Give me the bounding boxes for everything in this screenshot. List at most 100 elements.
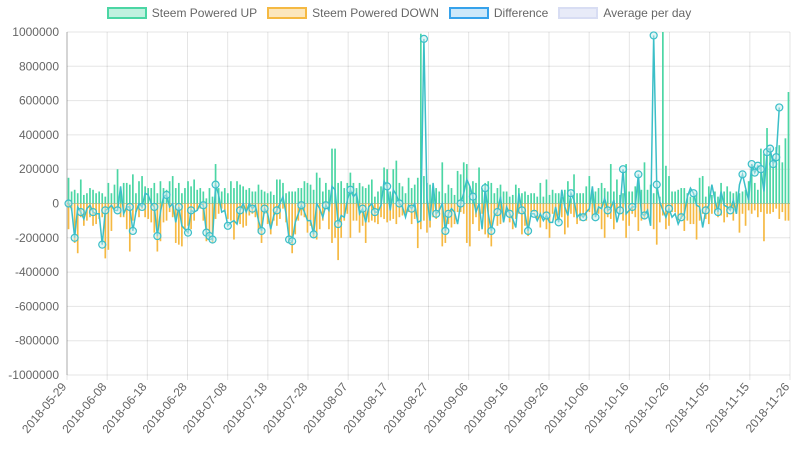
point-difference	[211, 180, 220, 189]
bar-steem-powered-down	[165, 203, 168, 221]
bar-steem-powered-up	[190, 186, 192, 204]
bar-steem-powered-down	[634, 203, 637, 218]
bar-steem-powered-down	[309, 203, 312, 226]
bar-steem-powered-down	[214, 203, 217, 219]
bar-steem-powered-up	[625, 164, 627, 204]
point-difference	[765, 144, 775, 153]
bar-steem-powered-down	[582, 203, 585, 216]
bar-steem-powered-down	[778, 203, 781, 219]
bar-steem-powered-down	[527, 203, 529, 237]
bar-steem-powered-down	[177, 203, 180, 245]
bar-steem-powered-down	[481, 203, 483, 214]
bar-steem-powered-up	[711, 194, 713, 204]
point-difference	[162, 190, 171, 200]
bar-steem-powered-up	[122, 182, 125, 204]
point-difference	[272, 206, 281, 215]
bar-steem-powered-up	[683, 188, 686, 204]
bar-steem-powered-up	[753, 182, 756, 204]
point-difference	[76, 207, 85, 217]
bar-steem-powered-up	[294, 191, 297, 204]
bar-steem-powered-down	[472, 203, 474, 225]
point-difference	[756, 165, 765, 174]
bar-steem-powered-up	[487, 181, 490, 204]
bar-steem-powered-up	[67, 177, 70, 204]
legend-item-difference[interactable]: Difference	[448, 6, 548, 20]
point-difference	[664, 204, 674, 213]
bar-steem-powered-up	[86, 193, 88, 204]
bar-steem-powered-up	[181, 193, 183, 204]
bar-steem-powered-down	[395, 203, 398, 225]
bar-steem-powered-down	[282, 203, 284, 209]
legend-label: Steem Powered UP	[151, 6, 258, 20]
bar-steem-powered-up	[462, 162, 465, 204]
bar-steem-powered-up	[772, 164, 774, 204]
bar-steem-powered-down	[579, 203, 581, 221]
bar-steem-powered-up	[98, 191, 101, 204]
bar-steem-powered-up	[276, 179, 278, 204]
bar-steem-powered-down	[245, 203, 248, 226]
y-tick-label: -600000	[15, 299, 59, 313]
bar-steem-powered-down	[364, 203, 367, 243]
point-difference	[334, 219, 343, 229]
bar-steem-powered-up	[502, 191, 505, 204]
point-difference	[649, 31, 658, 40]
point-difference	[101, 206, 110, 215]
legend-item-steem-powered-up[interactable]: Steem Powered UP	[106, 6, 258, 20]
bar-steem-powered-up	[539, 182, 542, 204]
bar-steem-powered-up	[775, 146, 778, 204]
legend-item-steem-powered-down[interactable]: Steem Powered DOWN	[267, 6, 439, 20]
bar-steem-powered-down	[196, 203, 199, 211]
point-difference	[677, 213, 686, 222]
bar-steem-powered-down	[689, 203, 692, 225]
bar-steem-powered-up	[89, 188, 91, 204]
bar-steem-powered-down	[677, 203, 680, 221]
bar-steem-powered-down	[380, 203, 382, 218]
bar-steem-powered-up	[251, 191, 254, 204]
point-difference	[505, 209, 514, 218]
bar-steem-powered-down	[328, 203, 330, 230]
bar-steem-powered-up	[104, 196, 107, 204]
bar-steem-powered-up	[511, 194, 514, 204]
bar-steem-powered-up	[766, 128, 768, 204]
point-difference	[346, 185, 355, 194]
bar-steem-powered-up	[125, 182, 128, 204]
y-tick-label: -200000	[15, 231, 59, 245]
point-difference	[407, 204, 416, 213]
bar-steem-powered-up	[606, 191, 609, 204]
bar-steem-powered-down	[352, 203, 355, 221]
point-difference	[150, 202, 159, 212]
bar-steem-powered-up	[674, 191, 676, 204]
bar-steem-powered-up	[303, 181, 306, 204]
point-difference	[493, 207, 502, 217]
bar-steem-powered-up	[456, 170, 459, 204]
bar-steem-powered-up	[156, 193, 159, 204]
bar-steem-powered-up	[334, 148, 336, 204]
legend-item-average-per-day[interactable]: Average per day	[558, 6, 691, 20]
bar-steem-powered-down	[340, 203, 343, 238]
bar-steem-powered-up	[441, 162, 444, 204]
bar-steem-powered-up	[548, 194, 551, 204]
bar-steem-powered-up	[741, 191, 744, 204]
bar-steem-powered-down	[383, 203, 385, 219]
bar-steem-powered-down	[223, 203, 226, 213]
bar-steem-powered-down	[343, 203, 346, 221]
bar-steem-powered-down	[144, 203, 146, 218]
bar-steem-powered-down	[184, 203, 186, 230]
bar-steem-powered-down	[769, 203, 771, 214]
bar-steem-powered-up	[79, 179, 82, 204]
bar-steem-powered-up	[560, 196, 563, 204]
bar-steem-powered-up	[619, 194, 621, 204]
bar-steem-powered-up	[174, 188, 177, 204]
bar-steem-powered-up	[499, 184, 502, 204]
bar-steem-powered-down	[220, 203, 223, 209]
bar-steem-powered-up	[361, 186, 364, 204]
bar-steem-powered-up	[530, 193, 532, 204]
bar-steem-powered-up	[306, 182, 309, 204]
bar-steem-powered-down	[563, 203, 566, 235]
bar-steem-powered-up	[680, 188, 683, 204]
bar-steem-powered-down	[766, 203, 768, 214]
bar-steem-powered-up	[557, 193, 560, 204]
bar-steem-powered-up	[407, 177, 410, 204]
bar-steem-powered-up	[113, 184, 116, 204]
